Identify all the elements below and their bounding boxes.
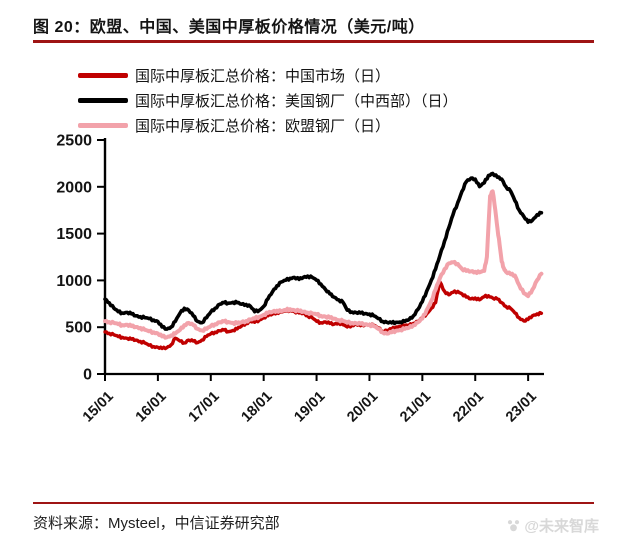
svg-text:21/01: 21/01 [397, 389, 434, 426]
svg-text:18/01: 18/01 [239, 389, 276, 426]
svg-text:1500: 1500 [56, 226, 92, 243]
eu-line-swatch [78, 123, 128, 128]
svg-text:0: 0 [83, 367, 92, 384]
watermark-text: @未来智库 [524, 518, 599, 535]
svg-text:19/01: 19/01 [291, 389, 328, 426]
source-note: 资料来源：Mysteel，中信证券研究部 [33, 515, 280, 532]
legend-label-eu: 国际中厚板汇总价格：欧盟钢厂（日） [135, 118, 391, 135]
title-underline [33, 40, 594, 43]
svg-text:20/01: 20/01 [344, 389, 381, 426]
svg-text:1000: 1000 [56, 273, 92, 290]
svg-text:16/01: 16/01 [133, 389, 170, 426]
svg-text:22/01: 22/01 [450, 389, 487, 426]
watermark: @未来智库 [506, 515, 599, 536]
footer-rule [33, 502, 594, 504]
legend-item-us: 国际中厚板汇总价格：美国钢厂（中西部）（日） [78, 88, 458, 113]
legend-item-eu: 国际中厚板汇总价格：欧盟钢厂（日） [78, 113, 458, 138]
legend-label-us: 国际中厚板汇总价格：美国钢厂（中西部）（日） [135, 93, 458, 110]
svg-text:500: 500 [65, 320, 92, 337]
chart-legend: 国际中厚板汇总价格：中国市场（日） 国际中厚板汇总价格：美国钢厂（中西部）（日）… [78, 63, 458, 138]
svg-text:23/01: 23/01 [503, 389, 540, 426]
svg-text:15/01: 15/01 [80, 389, 117, 426]
legend-item-china: 国际中厚板汇总价格：中国市场（日） [78, 63, 458, 88]
us-line-swatch [78, 98, 128, 103]
china-line-swatch [78, 73, 128, 78]
paw-icon [508, 520, 520, 532]
svg-text:2500: 2500 [56, 133, 92, 150]
svg-text:2000: 2000 [56, 179, 92, 196]
svg-text:17/01: 17/01 [186, 389, 223, 426]
legend-label-china: 国际中厚板汇总价格：中国市场（日） [135, 68, 391, 85]
figure-title: 图 20：欧盟、中国、美国中厚板价格情况（美元/吨） [33, 19, 425, 36]
